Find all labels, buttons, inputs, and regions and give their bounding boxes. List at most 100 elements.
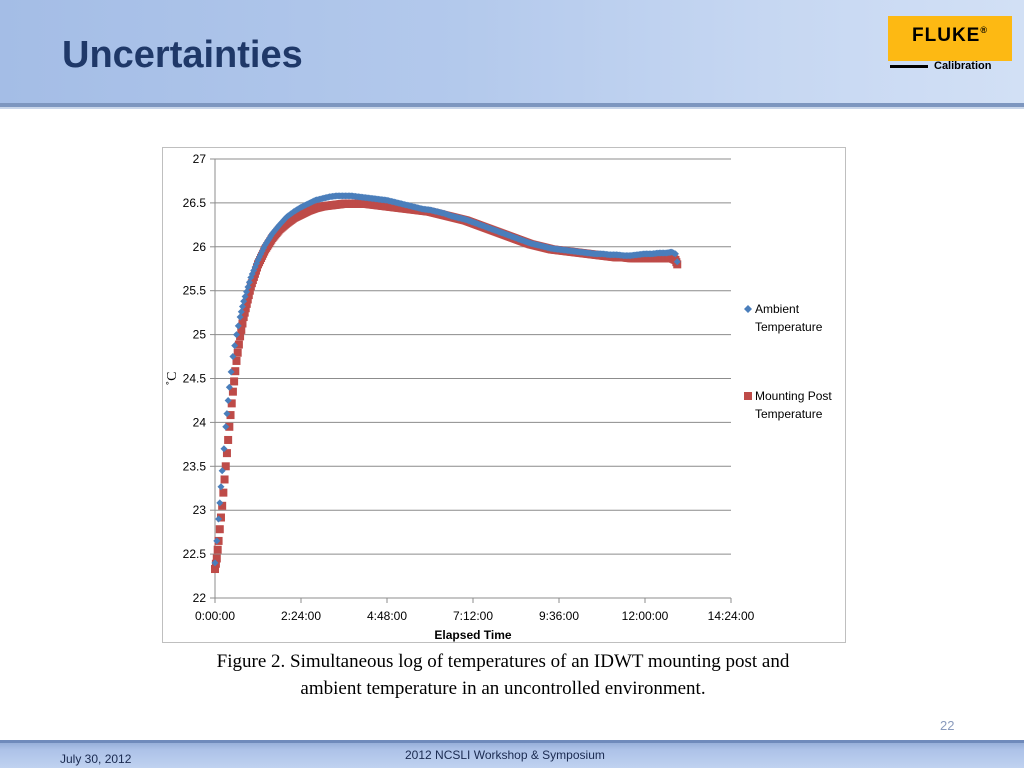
ambient-point: [213, 537, 221, 545]
mounting-post-point: [216, 513, 225, 522]
footer-rule: [0, 740, 1024, 743]
ambient-point: [247, 274, 255, 282]
mounting-post-point: [225, 422, 234, 431]
chart-frame: 22 22.5 23 23.5 24 24.5 25 25.5 26 26.5 27 0:00:00 2…: [162, 147, 846, 643]
ambient-point: [244, 283, 252, 291]
y-tick-label: 23.5: [183, 459, 207, 473]
mounting-post-point: [219, 488, 228, 497]
ambient-point: [236, 313, 244, 321]
ambient-point: [216, 499, 224, 507]
legend-ambient-marker: [744, 305, 752, 313]
mounting-post-point: [222, 449, 231, 458]
logo-word: FLUKE®: [888, 25, 1012, 47]
y-tick-label: 25.5: [183, 284, 207, 298]
y-tick-label: 26.5: [183, 196, 207, 210]
y-tick-label: 25: [193, 328, 207, 342]
mounting-post-point: [221, 462, 230, 471]
mounting-post-point: [227, 399, 236, 408]
mounting-post-point: [243, 295, 252, 304]
caption-line-1: Figure 2. Simultaneous log of temperatur…: [216, 651, 790, 672]
mounting-post-point: [224, 435, 233, 444]
mounting-post-point: [215, 525, 224, 534]
mounting-post-point: [213, 545, 222, 554]
ambient-point: [225, 383, 233, 391]
ambient-point: [255, 253, 263, 261]
mounting-post-point: [238, 319, 247, 328]
mounting-post-point: [230, 377, 239, 386]
ambient-point: [215, 515, 223, 523]
page-number: 22: [940, 718, 955, 733]
mounting-post-point: [245, 286, 254, 295]
figure-caption: Figure 2. Simultaneous log of temperatur…: [160, 648, 846, 702]
y-tick-label: 22: [193, 591, 207, 605]
ambient-point: [238, 303, 246, 311]
ambient-point: [231, 342, 239, 350]
caption-line-2: ambient temperature in an uncontrolled e…: [300, 678, 706, 699]
mounting-post-point: [228, 387, 237, 396]
mounting-post-point: [211, 565, 219, 574]
x-axis-label: Elapsed Time: [434, 628, 511, 642]
ambient-point: [211, 559, 219, 567]
y-tick-label: 23: [193, 503, 207, 517]
legend-mounting-label: Mounting Post: [755, 389, 832, 403]
y-tick-label: 24: [193, 415, 207, 429]
x-tick-label: 9:36:00: [539, 609, 579, 623]
mounting-post-point: [236, 332, 245, 341]
footer-event: 2012 NCSLI Workshop & Symposium: [405, 748, 605, 762]
footer-band: July 30, 2012 2012 NCSLI Workshop & Symp…: [0, 740, 1024, 768]
y-tick-label: 22.5: [183, 547, 207, 561]
mounting-post-point: [212, 554, 221, 563]
mounting-post-point: [241, 304, 250, 313]
ambient-point: [224, 396, 232, 404]
ambient-point: [671, 250, 679, 258]
logo-underline: [890, 65, 928, 68]
ambient-point: [263, 239, 271, 247]
ambient-point: [227, 368, 235, 376]
slide-title: Uncertainties: [62, 34, 303, 76]
x-tick-label: 7:12:00: [453, 609, 493, 623]
header-band: [0, 0, 1024, 103]
logo-text: FLUKE: [912, 25, 981, 46]
footer-date: July 30, 2012: [60, 752, 132, 766]
logo-registered: ®: [980, 25, 988, 35]
x-tick-label: 4:48:00: [367, 609, 407, 623]
mounting-post-point: [239, 313, 248, 322]
mounting-post-point: [234, 340, 243, 349]
legend-mounting-marker: [744, 392, 752, 400]
ambient-point: [234, 322, 242, 330]
x-tick-label: 2:24:00: [281, 609, 321, 623]
header-rule-light: [0, 107, 1024, 109]
mounting-post-point: [233, 348, 242, 357]
mounting-post-point: [242, 299, 251, 308]
mounting-post-point: [244, 291, 253, 300]
header-rule: [0, 103, 1024, 107]
logo-box: [888, 16, 1012, 61]
ambient-point: [233, 331, 240, 339]
legend-ambient-label: Ambient: [755, 302, 800, 316]
y-tick-label: 26: [193, 240, 207, 254]
ambient-point: [673, 258, 681, 266]
ambient-point: [245, 278, 253, 286]
ambient-point: [237, 308, 245, 316]
fluke-logo: FLUKE® Calibration: [888, 16, 1012, 74]
mounting-post-point: [226, 411, 235, 420]
y-tick-label: 27: [193, 152, 207, 166]
mounting-post-point: [237, 325, 246, 334]
ambient-point: [265, 234, 273, 242]
legend-ambient-label: Temperature: [755, 320, 823, 334]
ambient-point: [223, 410, 231, 418]
x-tick-label: 12:00:00: [622, 609, 669, 623]
x-tick-label: 14:24:00: [708, 609, 755, 623]
logo-subtitle: Calibration: [934, 60, 992, 72]
y-tick-label: 24.5: [183, 372, 207, 386]
mounting-post-point: [218, 501, 227, 510]
legend-mounting-label: Temperature: [755, 407, 823, 421]
x-tick-label: 0:00:00: [195, 609, 235, 623]
mounting-post-point: [220, 475, 229, 484]
mounting-post-point: [240, 308, 249, 317]
temperature-chart: 22 22.5 23 23.5 24 24.5 25 25.5 26 26.5 27 0:00:00 2…: [165, 152, 832, 642]
mounting-post-point: [231, 367, 240, 376]
ambient-point: [218, 467, 226, 475]
y-axis-label: ˚C: [165, 372, 180, 386]
ambient-point: [222, 423, 230, 431]
